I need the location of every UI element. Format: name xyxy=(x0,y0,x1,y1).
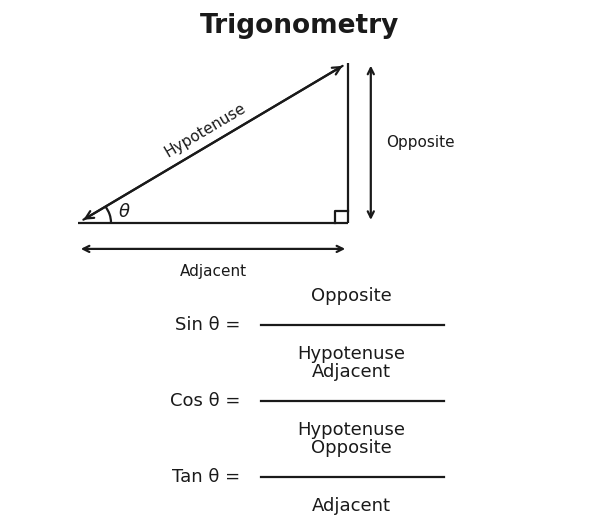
Text: Hypotenuse: Hypotenuse xyxy=(297,421,405,439)
Text: Sin θ =: Sin θ = xyxy=(175,316,246,334)
Text: Adjacent: Adjacent xyxy=(311,363,391,381)
Text: Opposite: Opposite xyxy=(311,287,391,305)
Text: Adjacent: Adjacent xyxy=(179,264,247,279)
Text: θ: θ xyxy=(118,203,130,221)
Text: Hypotenuse: Hypotenuse xyxy=(162,100,249,160)
Text: Trigonometry: Trigonometry xyxy=(200,13,400,39)
Text: Cos θ =: Cos θ = xyxy=(170,392,246,410)
Text: Opposite: Opposite xyxy=(386,135,454,150)
Text: Tan θ =: Tan θ = xyxy=(172,468,246,486)
Text: Hypotenuse: Hypotenuse xyxy=(297,345,405,363)
Text: Adjacent: Adjacent xyxy=(311,497,391,515)
Text: Opposite: Opposite xyxy=(311,439,391,457)
